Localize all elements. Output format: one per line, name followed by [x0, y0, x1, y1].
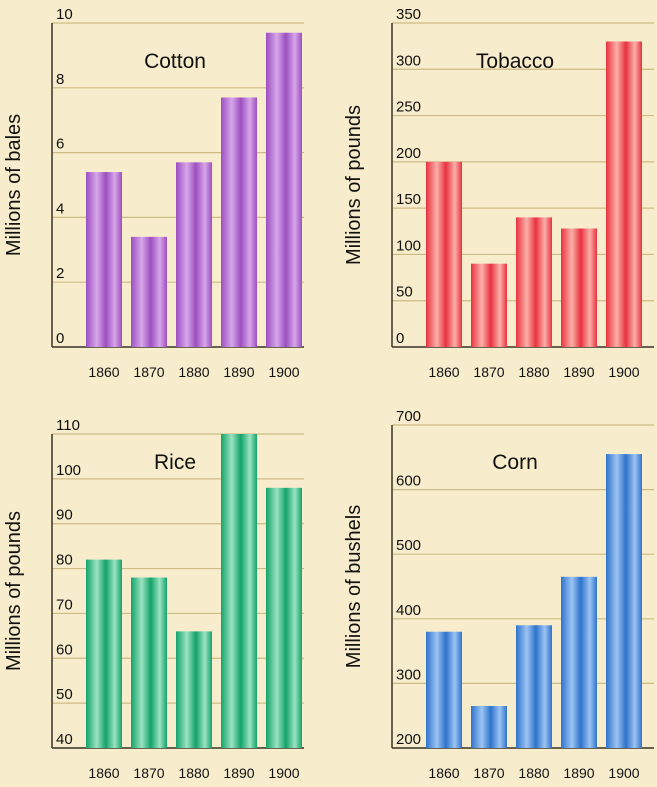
bar-rice-1870 — [131, 577, 167, 748]
bar-cotton-1880 — [176, 162, 212, 347]
y-tick-label: 80 — [56, 552, 73, 569]
y-tick-label: 2 — [56, 265, 64, 282]
x-tick-label: 1890 — [563, 364, 594, 380]
y-axis-label: Millions of pounds — [343, 105, 365, 265]
chart-title: Corn — [492, 451, 538, 474]
x-tick-label: 1880 — [518, 364, 549, 380]
x-tick-label: 1880 — [518, 765, 549, 781]
bar-rice-1860 — [86, 559, 122, 748]
y-tick-label: 0 — [396, 330, 404, 347]
y-tick-label: 0 — [56, 330, 64, 347]
bar-tobacco-1860 — [426, 161, 462, 347]
y-tick-label: 700 — [396, 408, 421, 425]
x-tick-label: 1900 — [268, 765, 299, 781]
x-tick-label: 1870 — [133, 765, 164, 781]
bar-rice-1880 — [176, 631, 212, 748]
bar-corn-1890 — [561, 576, 597, 748]
y-tick-label: 8 — [56, 71, 64, 88]
chart-title: Cotton — [144, 50, 206, 73]
x-tick-label: 1860 — [428, 765, 459, 781]
y-tick-label: 250 — [396, 99, 421, 116]
bar-tobacco-1890 — [561, 228, 597, 347]
y-axis-label: Millions of pounds — [3, 511, 25, 671]
y-axis-label: Millions of bushels — [343, 505, 365, 668]
y-axis-label: Millions of bales — [3, 114, 25, 256]
bar-cotton-1890 — [221, 97, 257, 348]
y-tick-label: 10 — [56, 6, 73, 23]
bar-corn-1870 — [471, 706, 507, 748]
x-tick-label: 1890 — [223, 765, 254, 781]
x-tick-label: 1870 — [473, 364, 504, 380]
chart-cotton: 0 2 4 6 8 10 1860 1870 1880 1890 1900 Cotton Million… — [3, 6, 304, 380]
x-tick-label: 1860 — [88, 765, 119, 781]
y-tick-label: 350 — [396, 6, 421, 23]
x-tick-label: 1900 — [268, 364, 299, 380]
y-tick-label: 200 — [396, 731, 421, 748]
bar-cotton-1860 — [86, 172, 122, 347]
bar-corn-1880 — [516, 625, 552, 748]
bar-tobacco-1900 — [606, 41, 642, 348]
y-tick-label: 4 — [56, 200, 64, 217]
x-tick-label: 1860 — [88, 364, 119, 380]
y-tick-label: 6 — [56, 136, 64, 153]
x-tick-label: 1880 — [178, 364, 209, 380]
bar-cotton-1900 — [266, 32, 302, 347]
y-tick-label: 110 — [56, 417, 80, 434]
y-tick-label: 400 — [396, 602, 421, 619]
bar-tobacco-1870 — [471, 263, 507, 347]
bar-corn-1900 — [606, 454, 642, 748]
x-tick-label: 1900 — [608, 765, 639, 781]
x-tick-label: 1890 — [563, 765, 594, 781]
chart-title: Tobacco — [476, 50, 554, 73]
bar-rice-1900 — [266, 487, 302, 748]
bar-tobacco-1880 — [516, 217, 552, 347]
y-tick-label: 300 — [396, 666, 421, 683]
y-tick-label: 150 — [396, 191, 421, 208]
y-tick-label: 90 — [56, 507, 73, 524]
y-tick-label: 50 — [56, 686, 73, 703]
x-tick-label: 1870 — [133, 364, 164, 380]
x-tick-label: 1870 — [473, 765, 504, 781]
bar-corn-1860 — [426, 631, 462, 748]
y-tick-label: 60 — [56, 641, 73, 658]
y-tick-label: 100 — [396, 237, 421, 254]
y-tick-label: 500 — [396, 537, 421, 554]
y-tick-label: 200 — [396, 145, 421, 162]
bar-cotton-1870 — [131, 236, 167, 347]
chart-rice: 40 50 60 70 80 90 100 110 1860 1870 1880 1890 1900 Ri… — [3, 417, 304, 781]
y-tick-label: 40 — [56, 731, 73, 748]
x-tick-label: 1890 — [223, 364, 254, 380]
y-tick-label: 100 — [56, 462, 81, 479]
x-tick-label: 1900 — [608, 364, 639, 380]
y-tick-label: 70 — [56, 596, 73, 613]
chart-corn: 200 300 400 500 600 700 1860 1870 1880 1890 1900 Co… — [343, 408, 654, 781]
y-tick-label: 50 — [396, 284, 413, 301]
bar-rice-1890 — [221, 434, 257, 748]
chart-title: Rice — [154, 451, 196, 474]
y-tick-label: 300 — [396, 52, 421, 69]
x-tick-label: 1880 — [178, 765, 209, 781]
chart-tobacco: 0 50 100 150 200 250 300 350 1860 1870 1880 1890 190… — [343, 6, 654, 380]
x-tick-label: 1860 — [428, 364, 459, 380]
y-tick-label: 600 — [396, 473, 421, 490]
